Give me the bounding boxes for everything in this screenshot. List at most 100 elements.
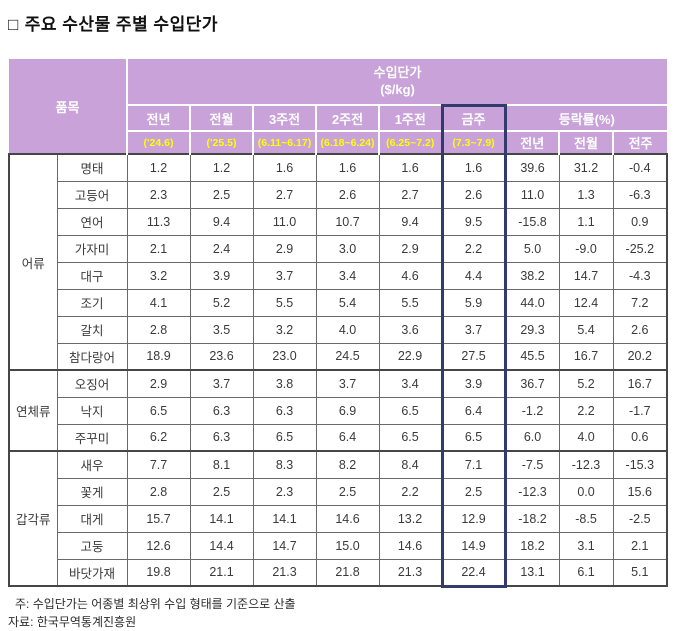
footnote-source-method: 주: 수입단가는 어종별 최상위 수입 형태를 기준으로 산출 <box>15 596 296 611</box>
value-cell: 12.4 <box>558 288 614 317</box>
column-header-2-weeks-ago: 2주전 <box>315 104 381 132</box>
square-bullet-icon: □ <box>8 15 19 34</box>
value-cell: 0.9 <box>612 207 668 236</box>
value-cell: 3.7 <box>315 369 380 398</box>
table-row: 대구 3.2 3.9 3.7 3.4 4.6 4.4 38.2 14.7 -4.3 <box>9 261 668 290</box>
value-cell: 6.3 <box>189 396 254 425</box>
header-row-periods: 전년 전월 3주전 2주전 1주전 금주 등락률(%) <box>9 103 668 132</box>
table-row: 연어 11.3 9.4 11.0 10.7 9.4 9.5 -15.8 1.1 0.9 <box>9 207 668 236</box>
value-cell: 45.5 <box>504 342 560 371</box>
value-cell: 36.7 <box>504 369 560 398</box>
item-name-cell: 주꾸미 <box>56 423 128 452</box>
value-cell: -7.5 <box>504 450 560 479</box>
item-name-cell: 바닷가재 <box>56 558 128 587</box>
value-cell: 5.4 <box>315 288 380 317</box>
date-prev-year: ('24.6) <box>127 130 192 154</box>
value-cell: 15.7 <box>126 504 191 533</box>
value-cell: 6.5 <box>126 396 191 425</box>
value-cell-this-week: 2.6 <box>440 180 507 209</box>
value-cell: 1.2 <box>189 153 254 182</box>
value-cell: -1.2 <box>504 396 560 425</box>
item-name-cell: 오징어 <box>56 369 128 398</box>
value-cell: 39.6 <box>504 153 560 182</box>
value-cell: 2.7 <box>378 180 443 209</box>
table-row: 바닷가재 19.8 21.1 21.3 21.8 21.3 22.4 13.1 6.1 5.1 <box>9 558 668 588</box>
value-cell: 5.0 <box>504 234 560 263</box>
item-name-cell: 새우 <box>56 450 128 479</box>
item-name-cell: 조기 <box>56 288 128 317</box>
value-cell: 6.5 <box>378 423 443 452</box>
value-cell: 3.4 <box>378 369 443 398</box>
value-cell: 6.3 <box>189 423 254 452</box>
value-cell: 11.3 <box>126 207 191 236</box>
import-price-unit: ($/kg) <box>380 82 415 98</box>
value-cell: 3.9 <box>189 261 254 290</box>
value-cell: 2.2 <box>378 477 443 506</box>
table-row: 참다랑어 18.9 23.6 23.0 24.5 22.9 27.5 45.5 16.7 20.2 <box>9 342 668 371</box>
value-cell: 0.0 <box>558 477 614 506</box>
date-1-week-ago: (6.25~7.2) <box>378 130 444 154</box>
value-cell-this-week: 6.4 <box>440 396 507 425</box>
value-cell: 24.5 <box>315 342 380 371</box>
value-cell: 11.0 <box>252 207 317 236</box>
date-prev-month: ('25.5) <box>189 130 255 154</box>
value-cell: 9.4 <box>378 207 443 236</box>
import-price-label: 수입단가 <box>373 64 422 80</box>
value-cell: 4.0 <box>315 315 380 344</box>
category-cell: 갑각류 <box>8 450 58 587</box>
value-cell: 6.9 <box>315 396 380 425</box>
value-cell: 16.7 <box>612 369 668 398</box>
item-name-cell: 대게 <box>56 504 128 533</box>
value-cell: 2.5 <box>189 180 254 209</box>
table-body: 어류 명태 1.2 1.2 1.6 1.6 1.6 1.6 39.6 31.2 -0.4 고등어 2.3… <box>8 153 668 588</box>
value-cell-this-week: 22.4 <box>440 558 507 588</box>
value-cell: 2.7 <box>252 180 317 209</box>
value-cell-this-week: 2.2 <box>440 234 507 263</box>
column-header-1-week-ago: 1주전 <box>378 104 444 132</box>
value-cell: -18.2 <box>504 504 560 533</box>
value-cell: 8.2 <box>315 450 380 479</box>
table-row: 고등어 2.3 2.5 2.7 2.6 2.7 2.6 11.0 1.3 -6.3 <box>9 180 668 209</box>
value-cell: -4.3 <box>612 261 668 290</box>
value-cell: 23.6 <box>189 342 254 371</box>
value-cell: 8.1 <box>189 450 254 479</box>
value-cell: 3.2 <box>252 315 317 344</box>
value-cell: 2.4 <box>189 234 254 263</box>
value-cell: 14.7 <box>558 261 614 290</box>
import-price-table: 품목 수입단가 ($/kg) 전년 전월 3주전 2주전 1주전 금주 등락률(… <box>8 59 668 588</box>
value-cell: 2.8 <box>126 477 191 506</box>
value-cell: 6.5 <box>378 396 443 425</box>
item-name-cell: 갈치 <box>56 315 128 344</box>
value-cell: 5.5 <box>378 288 443 317</box>
value-cell-this-week: 6.5 <box>440 423 507 452</box>
value-cell: 3.5 <box>189 315 254 344</box>
table-row: 가자미 2.1 2.4 2.9 3.0 2.9 2.2 5.0 -9.0 -25.2 <box>9 234 668 263</box>
value-cell: -1.7 <box>612 396 668 425</box>
page-title: □ 주요 수산물 주별 수입단가 <box>8 10 668 35</box>
value-cell: 31.2 <box>558 153 614 182</box>
value-cell: 2.8 <box>126 315 191 344</box>
value-cell: 2.9 <box>252 234 317 263</box>
value-cell: 3.8 <box>252 369 317 398</box>
value-cell-this-week: 14.9 <box>440 531 507 560</box>
value-cell: 4.0 <box>558 423 614 452</box>
value-cell: 23.0 <box>252 342 317 371</box>
value-cell-this-week: 3.9 <box>440 369 507 398</box>
value-cell: 4.6 <box>378 261 443 290</box>
item-name-cell: 참다랑어 <box>56 342 128 371</box>
value-cell-this-week: 5.9 <box>440 288 507 317</box>
rate-col-prev-week: 전주 <box>612 130 668 154</box>
date-3-weeks-ago: (6.11~6.17) <box>252 130 318 154</box>
table-row: 고둥 12.6 14.4 14.7 15.0 14.6 14.9 18.2 3.1 2.1 <box>9 531 668 560</box>
value-cell-this-week: 12.9 <box>440 504 507 533</box>
value-cell: 6.1 <box>558 558 614 587</box>
value-cell: -0.4 <box>612 153 668 182</box>
value-cell-this-week: 1.6 <box>440 153 507 182</box>
value-cell: 5.2 <box>558 369 614 398</box>
value-cell: 2.3 <box>126 180 191 209</box>
value-cell: -8.5 <box>558 504 614 533</box>
value-cell-this-week: 2.5 <box>440 477 507 506</box>
date-this-week: (7.3~7.9) <box>440 130 507 154</box>
item-name-cell: 대구 <box>56 261 128 290</box>
item-name-cell: 꽃게 <box>56 477 128 506</box>
